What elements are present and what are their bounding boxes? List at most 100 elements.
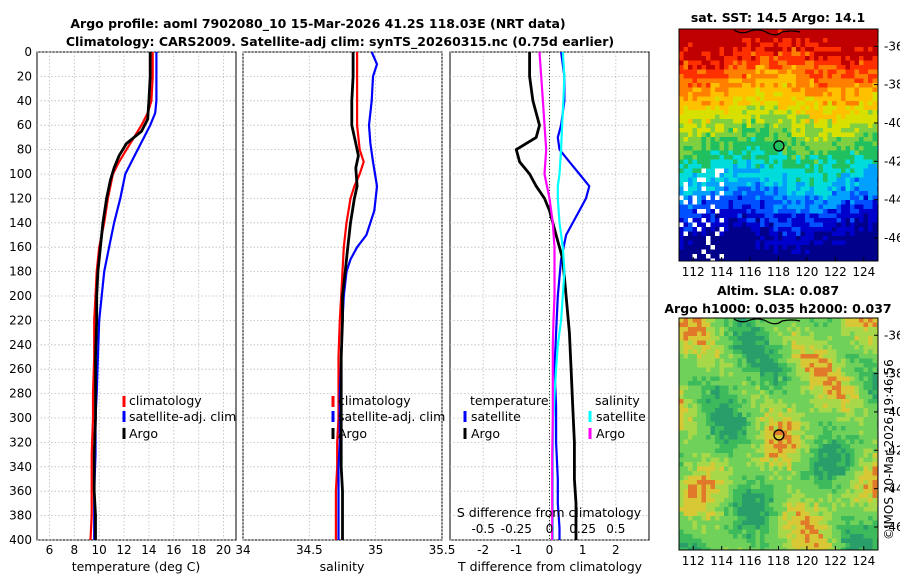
map-cell <box>854 489 860 494</box>
map-cell <box>769 511 774 517</box>
map-cell <box>836 417 842 422</box>
map-cell <box>863 412 869 418</box>
map-cell <box>818 345 824 350</box>
map-cell <box>692 529 698 535</box>
map-cell <box>832 340 837 346</box>
map-cell <box>832 453 837 458</box>
map-cell <box>724 367 729 373</box>
map-cell <box>733 173 738 178</box>
map-cell <box>796 471 801 476</box>
map-cell <box>755 475 761 481</box>
map-cell <box>800 439 806 445</box>
map-cell <box>863 254 869 259</box>
map-cell <box>683 236 689 241</box>
map-cell <box>863 155 869 160</box>
map-cell <box>809 114 815 120</box>
map-cell <box>800 74 806 79</box>
map-cell <box>859 363 864 368</box>
map-cell <box>854 119 860 124</box>
map-cell <box>800 489 806 494</box>
map-cell <box>719 403 725 409</box>
map-cell <box>827 96 833 102</box>
map-cell <box>724 51 729 57</box>
map-cell <box>733 475 738 481</box>
map-cell <box>755 543 761 548</box>
map-cell <box>728 511 734 517</box>
map-cell <box>737 186 743 192</box>
map-cell <box>706 231 711 237</box>
map-cell <box>742 69 747 75</box>
map-cell <box>737 381 743 386</box>
map-cell <box>818 141 824 147</box>
map-cell <box>737 376 743 382</box>
map-cell <box>773 69 779 75</box>
map-cell <box>769 354 774 359</box>
map-cell <box>796 155 801 160</box>
map-cell <box>710 462 716 467</box>
map-cell <box>688 462 693 467</box>
map-cell <box>773 354 779 359</box>
map-cell <box>863 69 869 75</box>
map-cell <box>719 114 725 120</box>
map-cell <box>845 56 851 61</box>
map-cell <box>751 155 756 160</box>
map-cell <box>755 547 761 550</box>
map-cell <box>692 195 698 201</box>
map-cell <box>760 155 765 160</box>
map-cell <box>746 258 752 261</box>
map-cell <box>778 453 783 458</box>
map-cell <box>760 457 765 463</box>
map-cell <box>854 394 860 400</box>
map-cell <box>764 507 770 512</box>
map-cell <box>746 150 752 156</box>
x-tick-label: 14 <box>141 543 156 557</box>
map-cell <box>751 182 756 187</box>
map-cell <box>845 457 851 463</box>
map-x-tick-label: 120 <box>795 554 818 568</box>
map-cell <box>737 92 743 97</box>
map-cell <box>742 417 747 422</box>
map-cell <box>854 218 860 223</box>
map-cell <box>805 168 810 174</box>
map-cell <box>800 408 806 413</box>
map-cell <box>823 60 828 66</box>
map-cell <box>764 128 770 133</box>
map-cell <box>841 493 846 499</box>
map-cell <box>719 421 725 427</box>
map-cell <box>706 177 711 183</box>
map-cell <box>827 547 833 550</box>
map-cell <box>854 83 860 88</box>
map-cell <box>814 240 819 246</box>
map-cell <box>764 453 770 458</box>
map-cell <box>791 65 797 70</box>
map-cell <box>818 33 824 39</box>
map-cell <box>688 345 693 350</box>
map-cell <box>823 105 828 111</box>
map-cell <box>724 390 729 395</box>
map-cell <box>773 502 779 508</box>
map-cell <box>733 426 738 431</box>
map-cell <box>692 92 698 97</box>
map-cell <box>872 186 878 192</box>
map-cell <box>737 218 743 223</box>
map-cell <box>787 182 792 187</box>
map-cell <box>836 507 842 512</box>
map-cell <box>796 322 801 328</box>
map-cell <box>755 444 761 449</box>
map-cell <box>809 417 815 422</box>
map-cell <box>688 249 693 255</box>
map-cell <box>701 60 707 66</box>
map-cell <box>845 354 851 359</box>
map-cell <box>773 110 779 115</box>
map-cell <box>760 345 765 350</box>
map-cell <box>778 186 783 192</box>
map-cell <box>814 318 819 323</box>
map-cell <box>688 417 693 422</box>
map-cell <box>827 114 833 120</box>
map-cell <box>724 453 729 458</box>
map-cell <box>791 110 797 115</box>
map-cell <box>863 200 869 205</box>
map-cell <box>850 119 855 124</box>
map-cell <box>697 114 702 120</box>
y-tick-label: 340 <box>9 460 32 474</box>
